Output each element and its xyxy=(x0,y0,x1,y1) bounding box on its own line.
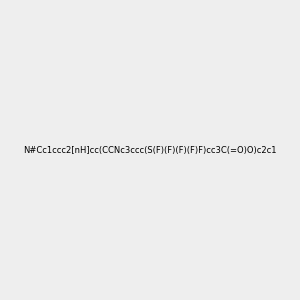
Text: N#Cc1ccc2[nH]cc(CCNc3ccc(S(F)(F)(F)(F)F)cc3C(=O)O)c2c1: N#Cc1ccc2[nH]cc(CCNc3ccc(S(F)(F)(F)(F)F)… xyxy=(23,146,277,154)
